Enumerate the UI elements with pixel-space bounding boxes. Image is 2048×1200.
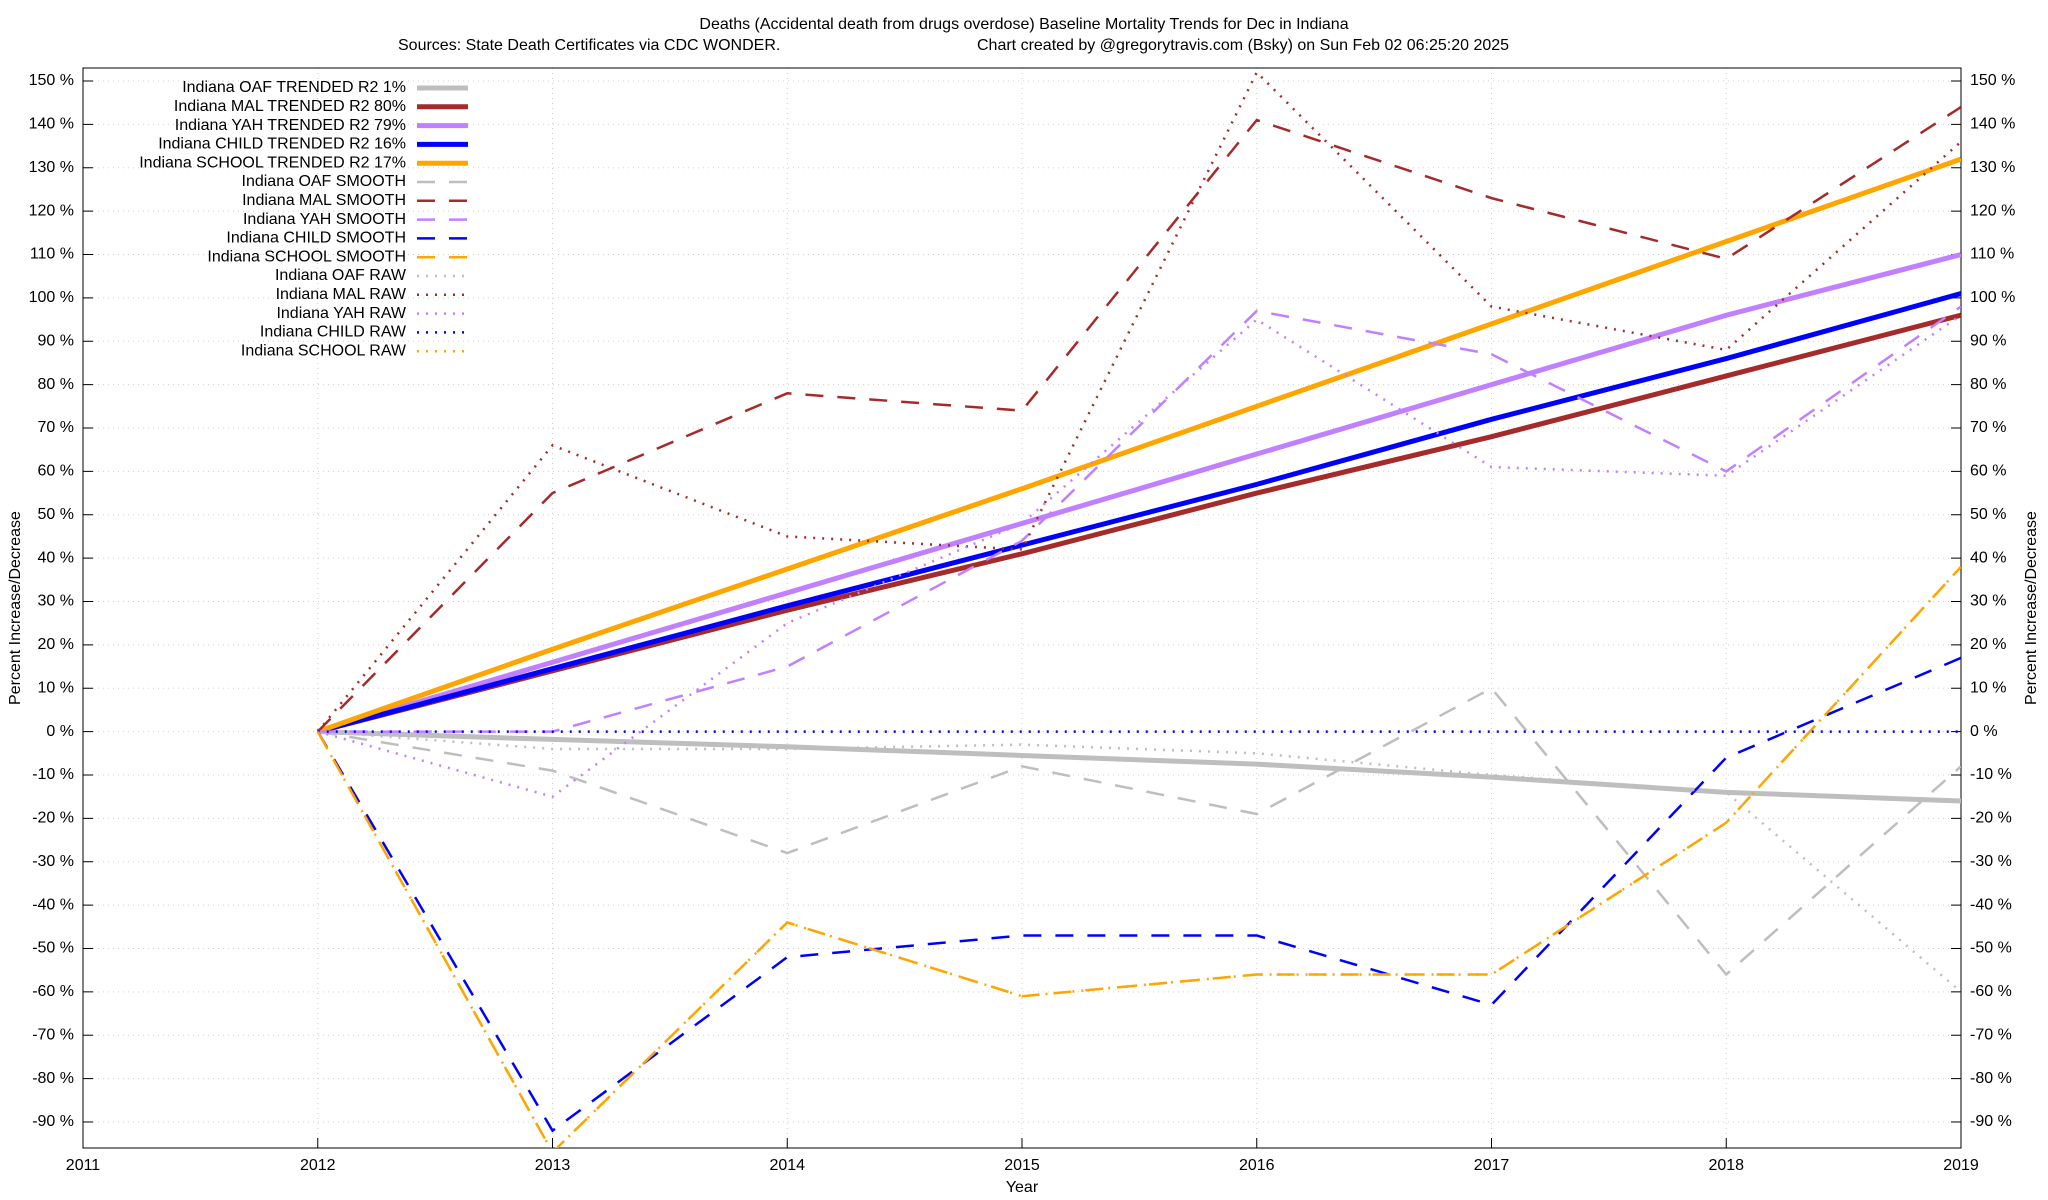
- y-tick-label: -50 %: [32, 940, 74, 957]
- series-line: [316, 565, 1961, 1148]
- y-tick-label: -20 %: [32, 810, 74, 827]
- y2-tick-label: -40 %: [1970, 896, 2012, 913]
- legend-label: Indiana YAH RAW: [276, 305, 406, 322]
- legend-label: Indiana OAF TRENDED R2 1%: [182, 79, 406, 96]
- legend-label: Indiana MAL RAW: [276, 286, 407, 303]
- y2-tick-label: -90 %: [1970, 1113, 2012, 1130]
- y-tick-label: 140 %: [29, 116, 74, 133]
- x-tick-label: 2018: [1708, 1157, 1744, 1174]
- y-axis-label: Percent Increase/Decrease: [7, 511, 24, 705]
- y-tick-label: 60 %: [38, 463, 74, 480]
- y-tick-label: 40 %: [38, 549, 74, 566]
- y2-tick-label: 150 %: [1970, 72, 2015, 89]
- legend-label: Indiana CHILD RAW: [260, 324, 407, 341]
- y-tick-label: 30 %: [38, 593, 74, 610]
- y2-axis-label: Percent Increase/Decrease: [2023, 511, 2040, 705]
- y2-tick-label: -30 %: [1970, 853, 2012, 870]
- chart-title: Deaths (Accidental death from drugs over…: [699, 16, 1348, 33]
- y-tick-label: -70 %: [32, 1026, 74, 1043]
- y-tick-label: 10 %: [38, 679, 74, 696]
- y2-tick-label: 20 %: [1970, 636, 2006, 653]
- y2-tick-label: 50 %: [1970, 506, 2006, 523]
- x-tick-label: 2014: [769, 1157, 805, 1174]
- y2-tick-label: -80 %: [1970, 1070, 2012, 1087]
- y-tick-label: 20 %: [38, 636, 74, 653]
- series-line: [316, 70, 1961, 733]
- x-tick-label: 2017: [1474, 1157, 1510, 1174]
- legend-label: Indiana MAL TRENDED R2 80%: [174, 98, 406, 115]
- y2-tick-label: 80 %: [1970, 376, 2006, 393]
- x-tick-label: 2013: [535, 1157, 571, 1174]
- y-tick-label: 100 %: [29, 289, 74, 306]
- y-tick-label: 110 %: [30, 246, 74, 263]
- x-tick-label: 2015: [1004, 1157, 1040, 1174]
- y-tick-label: -80 %: [32, 1070, 74, 1087]
- y-tick-label: -30 %: [32, 853, 74, 870]
- series-line: [317, 312, 1961, 735]
- series-line: [317, 314, 1961, 799]
- y2-tick-label: -70 %: [1970, 1026, 2012, 1043]
- y2-tick-label: 60 %: [1970, 463, 2006, 480]
- y-tick-label: -40 %: [32, 896, 74, 913]
- y-tick-label: 130 %: [29, 159, 74, 176]
- series-line: [317, 252, 1961, 735]
- legend-label: Indiana SCHOOL RAW: [241, 342, 407, 359]
- y2-tick-label: 0 %: [1970, 723, 1998, 740]
- y-tick-label: -60 %: [32, 983, 74, 1000]
- y2-tick-label: 140 %: [1970, 116, 2015, 133]
- plot-area: [316, 70, 1961, 1148]
- x-tick-label: 2019: [1943, 1157, 1979, 1174]
- y2-tick-label: 30 %: [1970, 593, 2006, 610]
- series-line: [317, 686, 1961, 977]
- y-tick-label: 0 %: [46, 723, 74, 740]
- y2-tick-label: -10 %: [1970, 766, 2012, 783]
- y2-tick-label: 120 %: [1970, 202, 2015, 219]
- chart-subtitle: Sources: State Death Certificates via CD…: [398, 37, 780, 54]
- y-tick-label: 50 %: [38, 506, 74, 523]
- legend-label: Indiana MAL SMOOTH: [242, 192, 406, 209]
- y-tick-label: -90 %: [32, 1113, 74, 1130]
- y2-tick-label: -20 %: [1970, 810, 2012, 827]
- x-tick-label: 2012: [300, 1157, 336, 1174]
- y2-tick-label: 130 %: [1970, 159, 2015, 176]
- x-tick-label: 2011: [66, 1157, 101, 1174]
- legend-label: Indiana CHILD TRENDED R2 16%: [158, 136, 406, 153]
- y2-tick-label: 110 %: [1970, 246, 2014, 263]
- y2-tick-label: 100 %: [1970, 289, 2015, 306]
- y2-tick-label: 10 %: [1970, 679, 2006, 696]
- y2-tick-label: 40 %: [1970, 549, 2006, 566]
- legend-label: Indiana OAF RAW: [275, 267, 407, 284]
- legend-label: Indiana CHILD SMOOTH: [226, 230, 406, 247]
- legend-label: Indiana OAF SMOOTH: [242, 173, 407, 190]
- series-line: [317, 305, 1961, 733]
- y-tick-label: 150 %: [29, 72, 74, 89]
- legend-label: Indiana SCHOOL TRENDED R2 17%: [139, 154, 406, 171]
- y2-tick-label: -50 %: [1970, 940, 2012, 957]
- legend-label: Indiana SCHOOL SMOOTH: [207, 248, 406, 265]
- y-tick-label: 120 %: [29, 202, 74, 219]
- legend-label: Indiana YAH TRENDED R2 79%: [175, 117, 406, 134]
- x-axis-label: Year: [1006, 1179, 1039, 1196]
- y-tick-label: 80 %: [38, 376, 74, 393]
- y-tick-label: -10 %: [32, 766, 74, 783]
- y2-tick-label: 70 %: [1970, 419, 2006, 436]
- series-line: [317, 729, 1961, 804]
- series-line: [316, 105, 1961, 733]
- x-tick-label: 2016: [1239, 1157, 1275, 1174]
- y2-tick-label: 90 %: [1970, 332, 2006, 349]
- legend-label: Indiana YAH SMOOTH: [243, 211, 406, 228]
- series-line: [316, 656, 1961, 1133]
- series-line: [317, 291, 1961, 735]
- chart-subtitle: Chart created by @gregorytravis.com (Bsk…: [977, 37, 1509, 54]
- y-tick-label: 90 %: [38, 332, 74, 349]
- series-line: [316, 156, 1961, 734]
- y-tick-label: 70 %: [38, 419, 74, 436]
- series-line: [316, 565, 1961, 1148]
- y2-tick-label: -60 %: [1970, 983, 2012, 1000]
- plot-frame: [82, 67, 1962, 1149]
